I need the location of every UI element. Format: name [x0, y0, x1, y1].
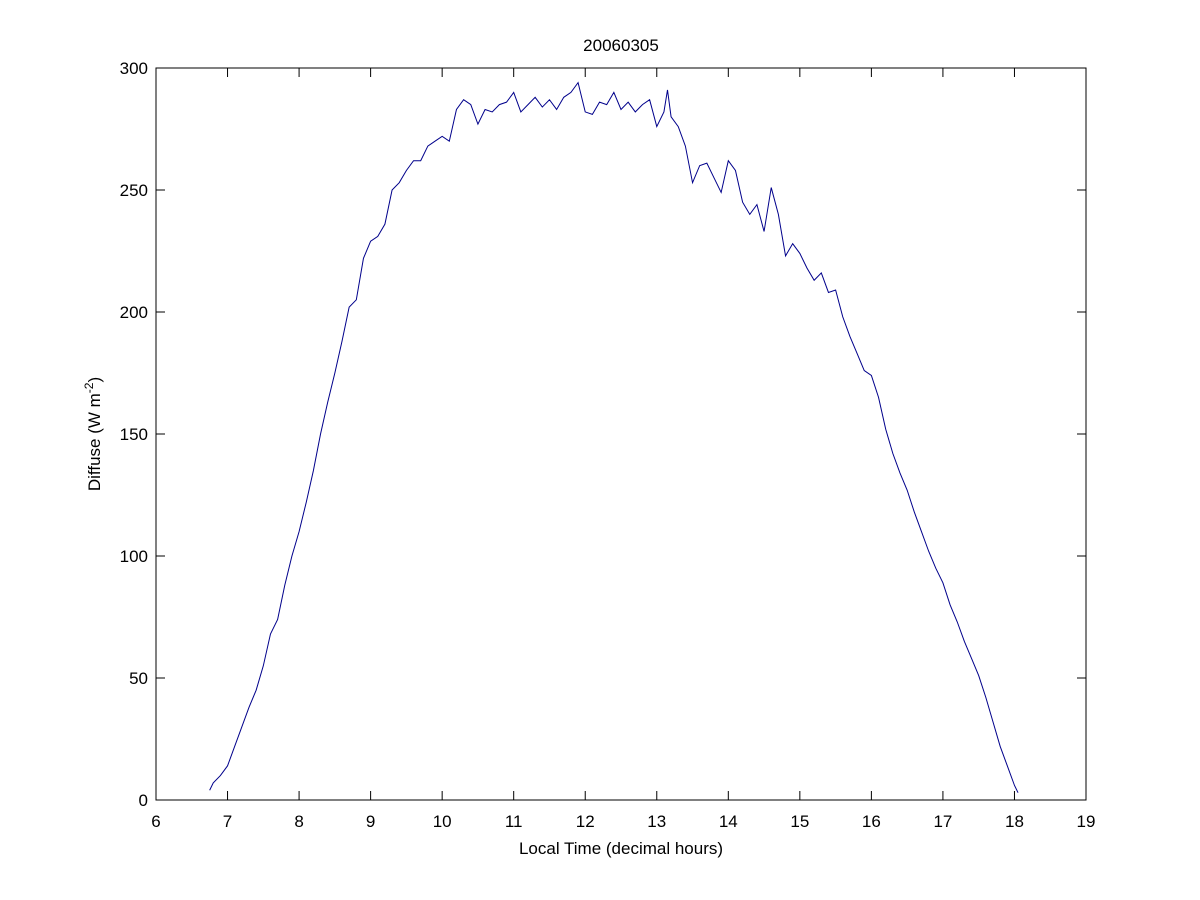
- data-line: [209, 81, 1019, 793]
- y-label-suffix: ): [85, 377, 104, 383]
- y-tick-label: 100: [120, 547, 148, 566]
- x-axis-label: Local Time (decimal hours): [519, 839, 723, 858]
- x-tick-label: 10: [433, 812, 452, 831]
- y-tick-label: 150: [120, 425, 148, 444]
- y-label-text: Diffuse (W m: [85, 393, 104, 491]
- y-tick-label: 250: [120, 181, 148, 200]
- x-tick-label: 18: [1005, 812, 1024, 831]
- x-tick-label: 19: [1077, 812, 1096, 831]
- x-tick-label: 15: [790, 812, 809, 831]
- x-tick-label: 6: [151, 812, 160, 831]
- x-tick-label: 12: [576, 812, 595, 831]
- x-tick-label: 16: [862, 812, 881, 831]
- y-tick-label: 0: [139, 791, 148, 810]
- x-tick-label: 17: [933, 812, 952, 831]
- chart-title: 20060305: [583, 36, 659, 55]
- y-tick-label: 200: [120, 303, 148, 322]
- y-tick-label: 300: [120, 59, 148, 78]
- x-tick-label: 13: [647, 812, 666, 831]
- x-tick-label: 14: [719, 812, 738, 831]
- x-tick-label: 11: [505, 812, 523, 831]
- y-tick-label: 50: [129, 669, 148, 688]
- x-tick-label: 9: [366, 812, 375, 831]
- plot-frame: [155, 67, 1087, 801]
- y-label-sup: -2: [82, 382, 96, 393]
- y-axis-label: Diffuse (W m-2): [82, 377, 104, 491]
- x-tick-label: 7: [223, 812, 232, 831]
- x-tick-label: 8: [294, 812, 303, 831]
